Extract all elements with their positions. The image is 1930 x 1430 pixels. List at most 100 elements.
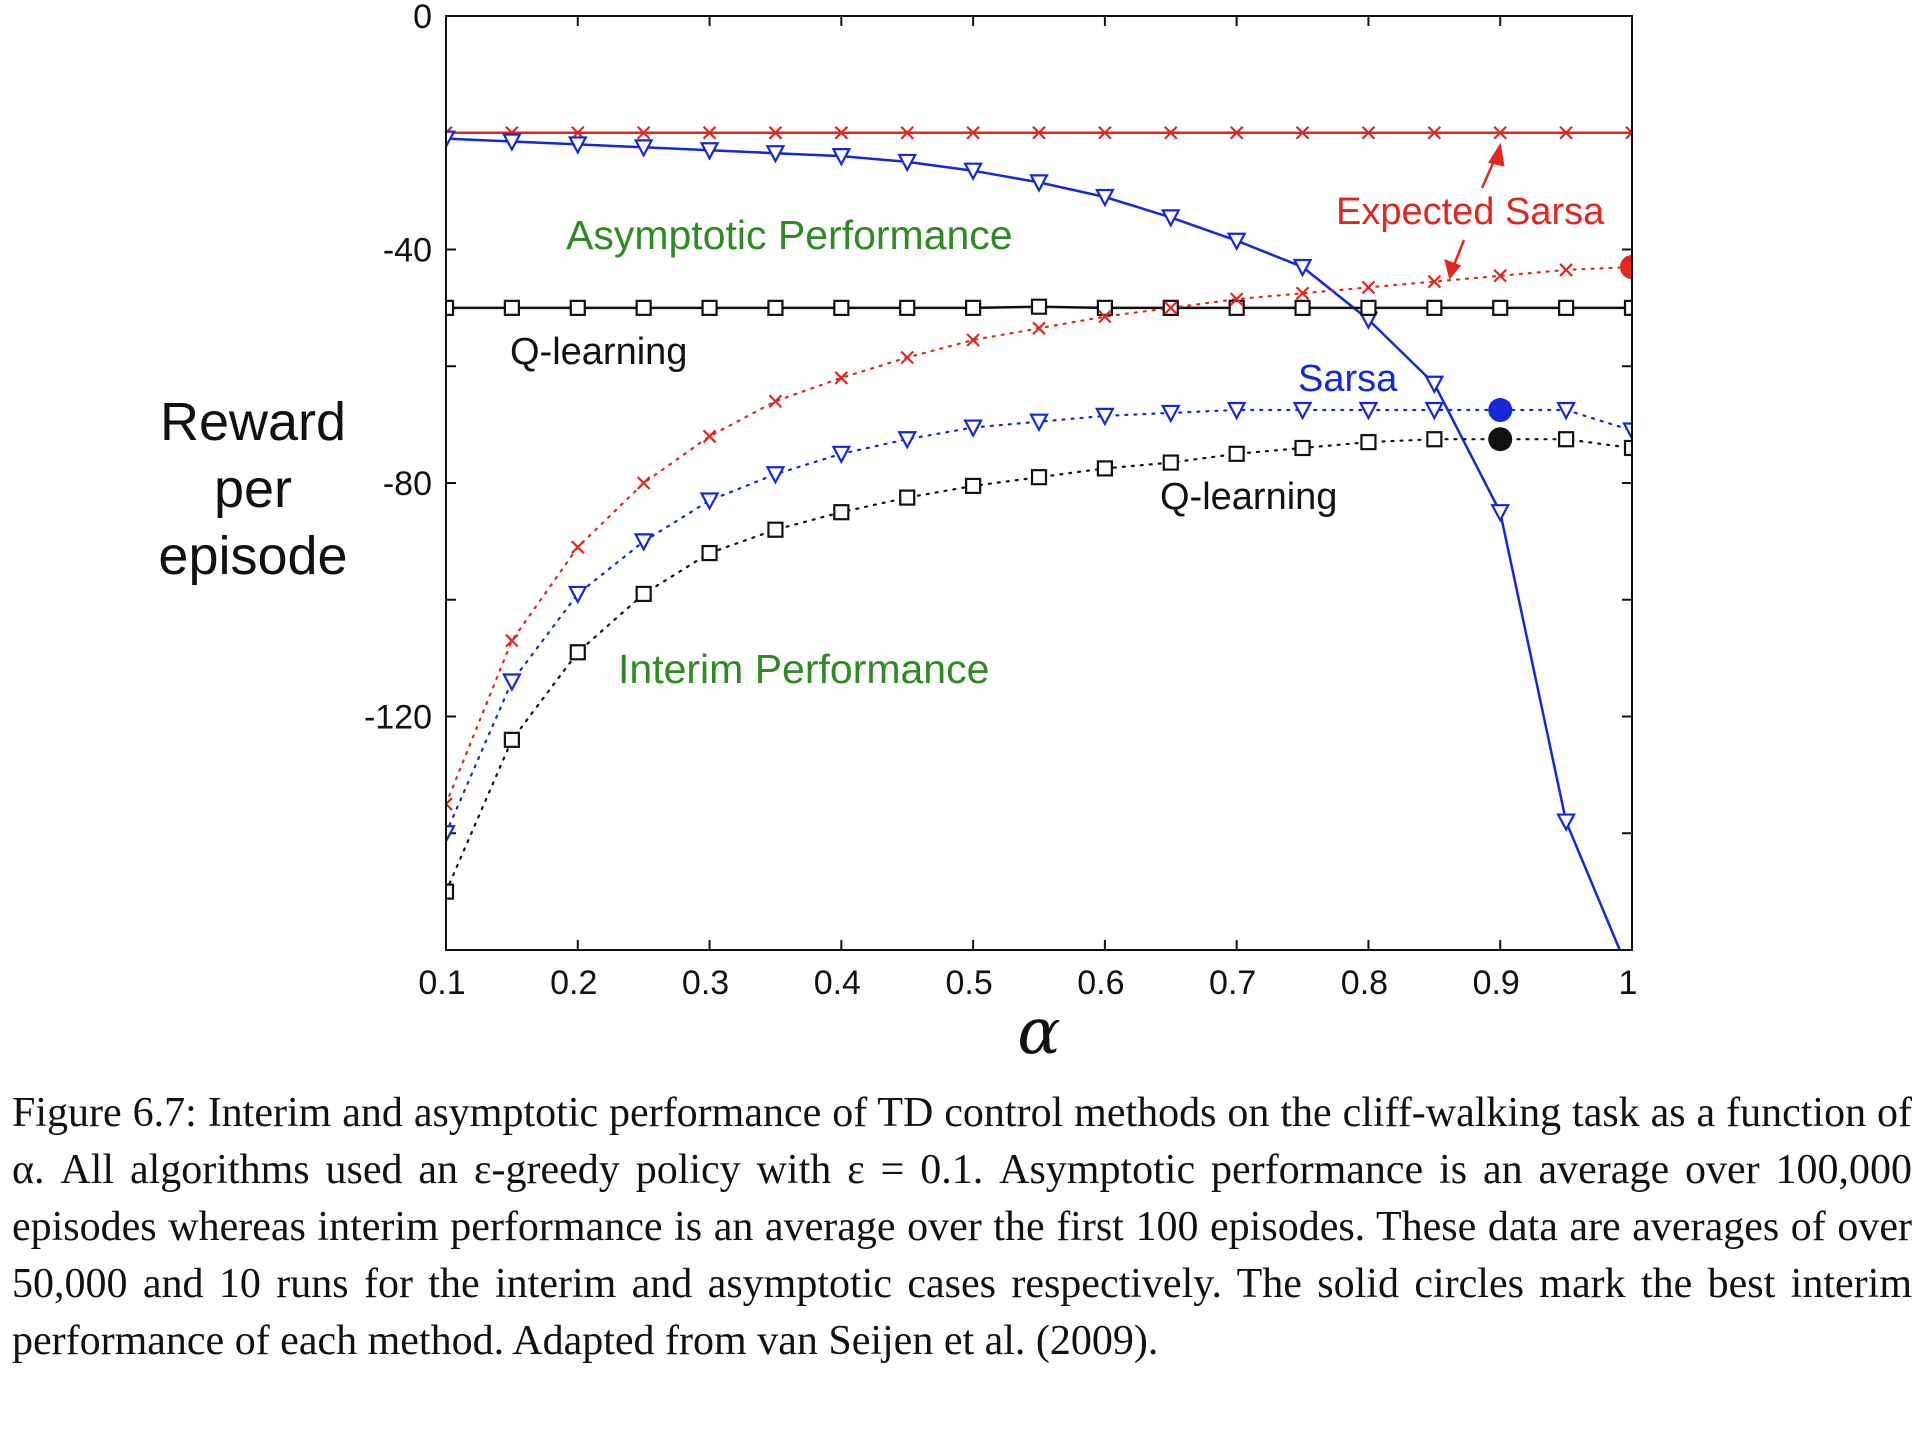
asymptotic-expected-sarsa-point [900,125,915,140]
y-axis-label-line-1: Reward [160,392,346,452]
interim-q-learning-point [1623,439,1632,457]
x-tick-label: 0.2 [550,964,597,1002]
interim-q-learning-point [569,644,586,661]
interim-sarsa-point [1029,413,1049,433]
annotation-expected-sarsa: Expected Sarsa [1336,191,1605,233]
interim-sarsa-point [1622,422,1632,441]
annotation-interim-performance: Interim Performance [618,646,989,692]
x-tick-label: 0.8 [1341,964,1388,1002]
asymptotic-expected-sarsa-point [966,125,980,140]
interim-expected-sarsa-point [1559,263,1573,277]
interim-sarsa-point [1095,407,1115,427]
asymptotic-q-learning-point [1623,299,1632,316]
asymptotic-expected-sarsa-point [1427,125,1442,140]
interim-sarsa-point [963,419,983,438]
asymptotic-sarsa-point [1029,174,1049,193]
arrow-head-up-icon [1488,142,1505,167]
asymptotic-q-learning-point [767,299,784,316]
interim-expected-sarsa-point [570,540,585,554]
interim-sarsa-point [1226,401,1247,421]
interim-q-learning-point [701,544,718,562]
x-tick-label: 0.7 [1209,964,1256,1002]
interim-expected-sarsa-point [834,371,849,385]
y-tick-label: -40 [383,232,432,270]
interim-q-learning-point [1426,431,1443,448]
asymptotic-expected-sarsa-point [768,125,783,140]
interim-sarsa-point [765,466,786,485]
interim-expected-sarsa-point [1098,309,1112,324]
interim-expected-sarsa-point [768,394,783,409]
interim-expected-sarsa-point [1229,292,1244,306]
annotation-sarsa: Sarsa [1298,358,1398,400]
interim-sarsa-point [446,825,456,844]
best-interim-sarsa-dot [1488,398,1513,423]
y-tick-label: -80 [383,465,432,503]
tick-labels: 0.1 0.2 0.3 0.4 0.5 0.6 0.7 0.8 0.9 1 0 -40 -80 -120 [364,0,1638,1002]
x-tick-label: 0.6 [1077,964,1124,1002]
expected-sarsa-arrows [1444,142,1505,280]
interim-q-learning-point [446,883,455,900]
asymptotic-expected-sarsa-point [834,125,849,140]
interim-expected-sarsa-point [702,429,717,444]
asymptotic-expected-sarsa-point [1164,125,1178,140]
interim-expected-sarsa-point [446,797,453,811]
series-layer [446,131,1632,950]
x-tick-label: 0.4 [814,964,861,1002]
interim-expected-sarsa-point [966,333,980,347]
asymptotic-q-learning-point [1558,299,1575,316]
asymptotic-expected-sarsa-point [1625,125,1632,140]
asymptotic-sarsa-point [1292,258,1313,278]
asymptotic-sarsa-point [502,133,522,152]
interim-sarsa-point [633,533,654,552]
interim-expected-sarsa-point [636,476,651,490]
asymptotic-expected-sarsa-point [1295,125,1310,140]
interim-expected-sarsa-point [900,350,915,365]
asymptotic-q-learning-point [1030,298,1048,315]
interim-sarsa-point [699,492,720,511]
asymptotic-expected-sarsa-point [1032,125,1046,140]
x-tick-label: 0.1 [418,964,465,1002]
asymptotic-sarsa-point [831,148,852,167]
interim-q-learning-point [833,504,850,521]
annotation-q-learning-asymptotic: Q-learning [510,331,687,373]
interim-sarsa-point [831,445,852,465]
interim-expected-sarsa-point [1295,286,1310,301]
asymptotic-sarsa-point [1424,375,1445,395]
asymptotic-q-learning-point [446,299,455,316]
asymptotic-q-learning-point [899,299,916,316]
interim-expected-sarsa-point [1164,301,1178,315]
annotation-q-learning-interim: Q-learning [1160,476,1337,518]
interim-sarsa-point [1556,401,1576,421]
asymptotic-expected-sarsa-point [636,125,651,140]
interim-q-learning-point [1162,454,1179,471]
y-axis-label-line-2: per [214,459,292,519]
interim-q-learning-point [767,521,784,538]
asymptotic-sarsa-point [963,162,983,182]
interim-expected-sarsa-point [1032,321,1046,336]
asymptotic-q-learning-point [569,299,586,316]
y-axis-label-line-3: episode [158,526,347,586]
asymptotic-sarsa-point [1160,209,1181,228]
asymptotic-q-learning-point [635,299,652,316]
arrow-head-down-icon [1444,258,1462,280]
interim-expected-sarsa-point [1493,268,1507,283]
x-tick-label: 0.9 [1473,964,1520,1002]
asymptotic-expected-sarsa-point [1098,125,1112,140]
interim-q-learning-point [1030,469,1048,486]
asymptotic-sarsa-point [1095,188,1115,208]
asymptotic-sarsa-point [897,153,918,173]
interim-sarsa-point [1160,404,1181,424]
asymptotic-sarsa-point [1556,813,1576,832]
asymptotic-q-learning-point [833,299,850,316]
asymptotic-q-learning-point [1228,299,1245,316]
performance-chart: 0.1 0.2 0.3 0.4 0.5 0.6 0.7 0.8 0.9 10-40-80-120 … [158,0,1638,1069]
x-tick-label: 1 [1619,964,1638,1002]
interim-sarsa-point [1424,401,1445,421]
asymptotic-expected-sarsa-point [1229,125,1244,140]
annotation-asymptotic-performance: Asymptotic Performance [566,212,1013,258]
interim-q-learning-point [1096,460,1113,477]
asymptotic-sarsa-point [699,142,720,161]
interim-q-learning-point [965,477,982,495]
interim-sarsa-point [567,585,588,605]
interim-sarsa-point [502,673,522,692]
